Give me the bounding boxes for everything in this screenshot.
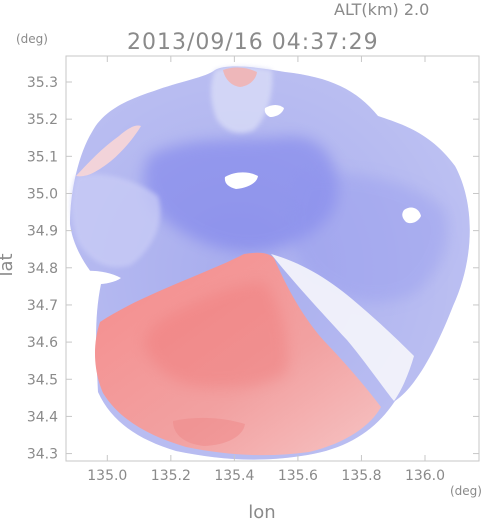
y-ticks: 34.3 34.4 34.5 34.6 34.7 34.8 34.9 35.0 35.1 35.2…	[27, 75, 479, 463]
y-tick-label: 34.3	[27, 447, 58, 463]
northwest-clutter	[76, 125, 141, 177]
y-tick-label: 34.6	[27, 335, 58, 351]
east-blue-region	[289, 173, 448, 303]
x-tick-label: 135.6	[278, 468, 318, 484]
chart-title: 2013/09/16 04:37:29	[127, 30, 379, 55]
gap-north	[264, 105, 284, 117]
x-tick-label: 135.0	[87, 468, 127, 484]
y-tick-label: 35.2	[27, 112, 58, 128]
velocity-field	[70, 66, 470, 460]
y-tick-label: 34.9	[27, 224, 58, 240]
y-tick-label: 34.7	[27, 298, 58, 314]
south-clutter-red	[173, 417, 245, 446]
west-light-zone	[71, 174, 161, 268]
north-zero-line-zone	[210, 66, 273, 133]
y-unit-label: (deg)	[16, 32, 48, 46]
gap-east	[402, 207, 421, 224]
gap-southwest	[80, 270, 121, 285]
x-ticks: 135.0 135.2 135.4 135.6 135.8 136.0	[87, 56, 445, 484]
x-tick-label: 135.8	[341, 468, 381, 484]
y-axis-title: lat	[0, 253, 17, 276]
y-tick-label: 35.3	[27, 75, 58, 91]
x-unit-label: (deg)	[450, 484, 482, 498]
gap-center	[224, 172, 258, 189]
x-tick-label: 136.0	[405, 468, 445, 484]
zero-transition-band	[271, 254, 414, 401]
strong-blue-core	[143, 136, 338, 252]
north-clutter-red	[223, 67, 257, 87]
y-tick-label: 34.5	[27, 372, 58, 388]
deep-red-core	[144, 282, 288, 389]
x-tick-label: 135.2	[151, 468, 191, 484]
y-tick-label: 34.4	[27, 409, 58, 425]
y-tick-label: 35.1	[27, 149, 58, 165]
altitude-label: ALT(km) 2.0	[334, 0, 429, 19]
x-axis-title: lon	[248, 502, 275, 521]
y-tick-label: 35.0	[27, 186, 58, 202]
y-tick-label: 34.8	[27, 261, 58, 277]
x-tick-label: 135.4	[214, 468, 254, 484]
